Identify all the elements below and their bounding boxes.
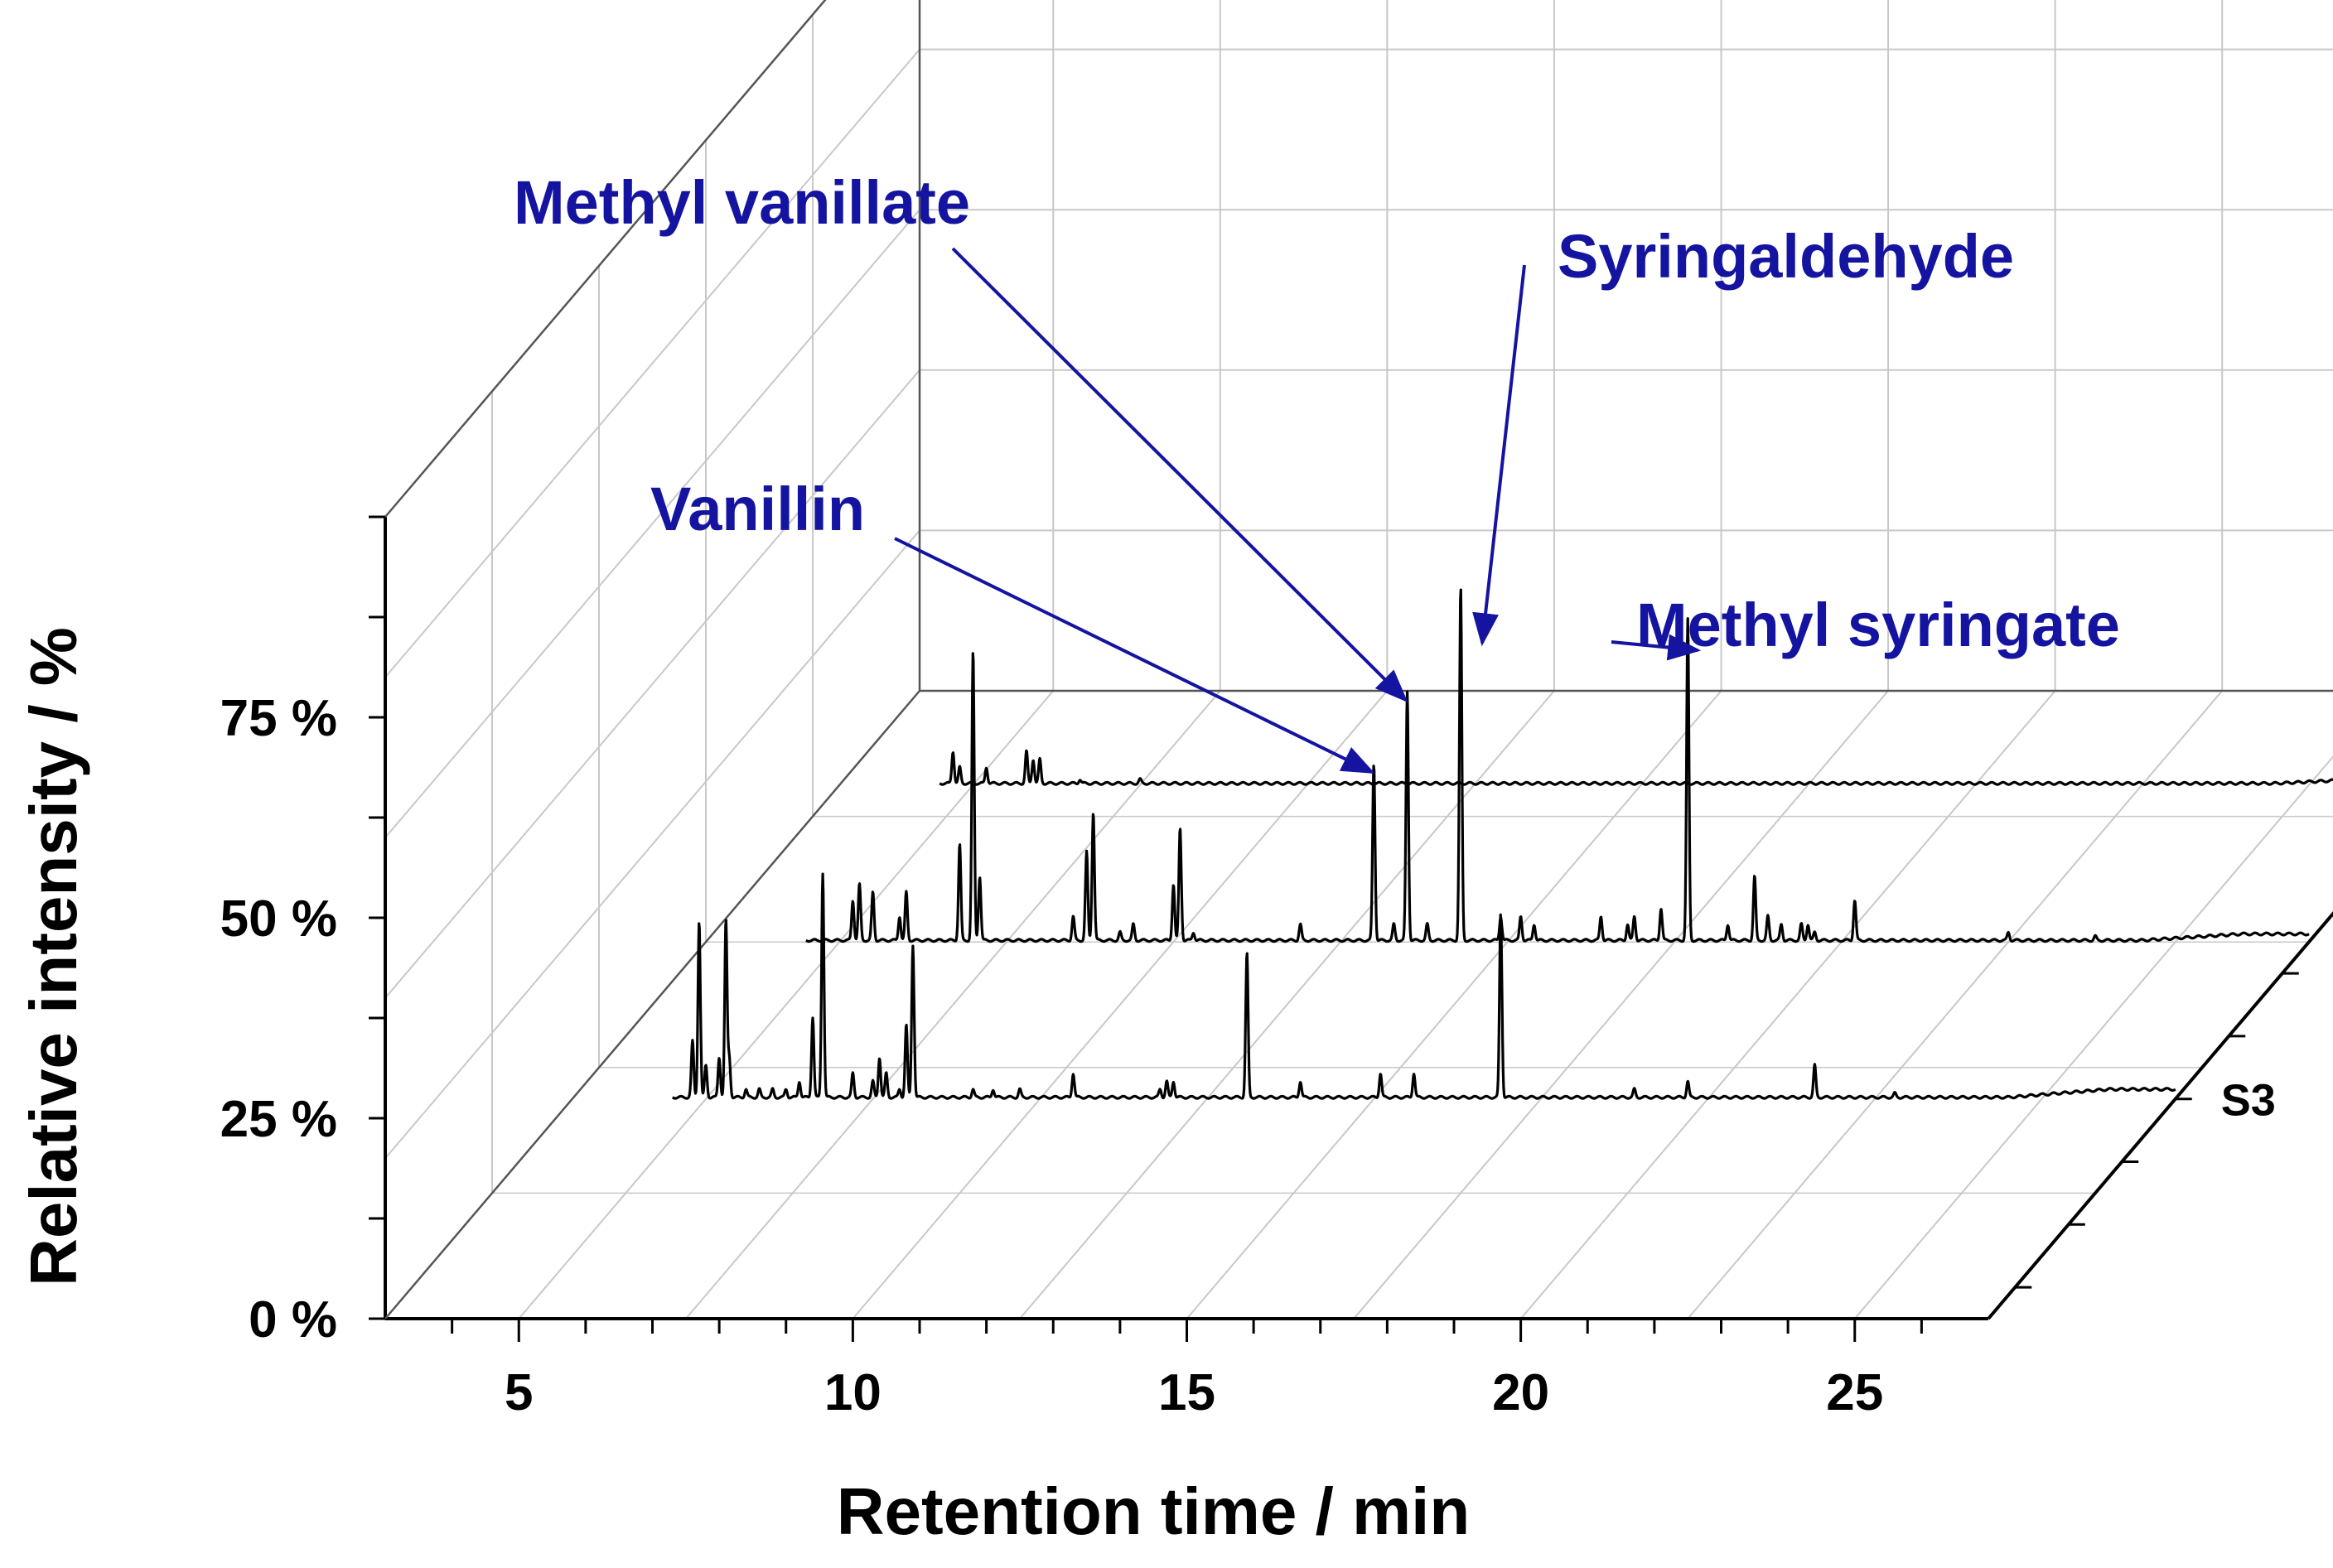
frame-edge [384,0,827,518]
y-tick-label: 50 % [220,890,337,948]
sidewall-grid-line [384,48,920,678]
trace-s7 [939,749,2333,786]
x-tick-label: 20 [1492,1364,1549,1421]
annotation-arrow [951,247,1408,702]
chromatogram-traces [671,588,2333,1100]
x-tick-label: 25 [1826,1364,1883,1421]
floor-grid-line [852,690,1389,1320]
trace-s3 [671,872,2176,1100]
x-tick-label: 15 [1158,1364,1215,1421]
floor-grid-line [1853,755,2333,1320]
trace-s4 [804,588,2310,943]
sidewall-grid-line [384,369,920,999]
annotation-arrow [1472,264,1526,647]
annotation-arrow [894,537,1375,774]
floor-grid-line [1519,690,2056,1320]
y-axis-title: Relative intensity / % [17,627,90,1286]
annotation-label: Methyl syringate [1636,591,2120,659]
x-tick-label: 10 [824,1364,882,1421]
x-axis-title: Retention time / min [837,1474,1471,1548]
sidewall-grid-line [384,209,920,838]
compound-annotations: Syringaldehyde Methyl vanillate Vanillin Me… [514,168,2120,774]
z-axis-line [1987,911,2333,1320]
floor-grid-line [685,690,1221,1320]
axis-ticks [369,515,2299,1342]
grid-lines [384,0,2333,1320]
annotation-label: Methyl vanillate [514,168,970,237]
floor-grid-line [1353,690,1889,1320]
annotation-label: Syringaldehyde [1558,222,2014,291]
frame-edge [384,690,920,1320]
annotation-label: Vanillin [650,475,865,543]
y-tick-label: 75 % [220,690,337,747]
series-label-s3: S3 [2221,1076,2276,1126]
annotation-arrow [1611,634,1702,661]
floor-grid-line [518,690,1055,1320]
sidewall-grid-line [384,0,827,518]
floor-grid-line [1687,690,2223,1320]
x-tick-label: 5 [505,1364,533,1421]
floor-grid-line [1186,690,1722,1320]
y-tick-label: 0 % [249,1291,337,1348]
sidewall-grid-line [384,529,920,1160]
floor-grid-line [1019,690,1555,1320]
y-tick-label: 25 % [220,1091,337,1148]
